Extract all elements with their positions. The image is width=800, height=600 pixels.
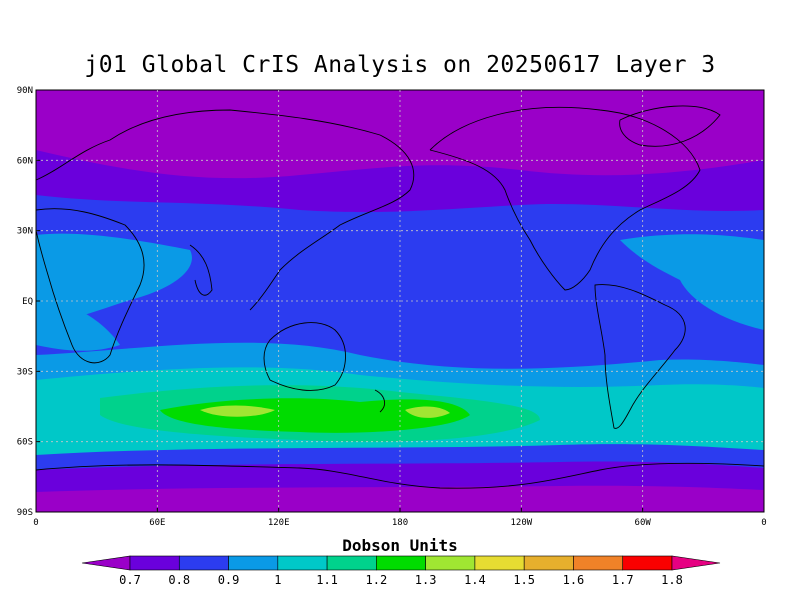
colorbar-title: Dobson Units	[342, 536, 458, 555]
colorbar: 0.7 0.8 0.9 1 1.1 1.2 1.3 1.4 1.5 1.6 1.7 1.8	[81, 555, 721, 587]
coast-australia	[263, 322, 346, 391]
colorbar-level-label: 1.7	[612, 573, 634, 587]
field-tropic-africa	[36, 233, 192, 330]
coast-namerica	[429, 107, 701, 291]
colorbar-swatch	[523, 555, 574, 571]
colorbar-swatch	[228, 555, 279, 571]
colorbar-level-label: 1.1	[316, 573, 338, 587]
coast-africa	[36, 208, 145, 364]
colorbar-swatch	[474, 555, 525, 571]
lat-label: EQ	[22, 297, 33, 307]
field-tropic-pacific-e	[620, 234, 764, 330]
colorbar-level-label: 1.5	[513, 573, 535, 587]
colorbar-level-label: 0.7	[119, 573, 141, 587]
colorbar-level-label: 1.4	[464, 573, 486, 587]
colorbar-min-arrow	[81, 555, 131, 571]
coast-nz	[374, 389, 386, 413]
colorbar-level-label: 0.8	[168, 573, 190, 587]
lat-label: 60N	[17, 156, 33, 166]
colorbar-level-label: 0.9	[218, 573, 240, 587]
coast-india	[189, 244, 213, 296]
coast-eurasia	[36, 109, 415, 311]
colorbar-swatch	[425, 555, 476, 571]
field-antarctic-3	[36, 485, 764, 512]
coast-samerica	[594, 284, 686, 429]
colorbar-swatch	[326, 555, 377, 571]
colorbar-level-label: 1	[274, 573, 281, 587]
lat-label: 90N	[17, 86, 33, 96]
coast-antarctica	[36, 462, 764, 489]
colorbar-level-label: 1.8	[661, 573, 683, 587]
colorbar-swatch	[622, 555, 673, 571]
gridlines	[36, 90, 764, 512]
colorbar-swatch	[277, 555, 328, 571]
lon-axis-labels: 0 60E 120E 180 120W 60W 0	[33, 508, 767, 528]
lon-label: 120E	[268, 518, 290, 528]
colorbar-max-arrow	[671, 555, 721, 571]
coastlines	[36, 105, 764, 489]
field-south-5b	[405, 406, 450, 418]
lat-axis-labels: 90N 60N 30N EQ 30S 60S 90S	[17, 86, 40, 518]
lon-label: 0	[33, 518, 38, 528]
colorbar-level-label: 1.6	[563, 573, 585, 587]
colorbar-swatch	[573, 555, 624, 571]
lat-label: 30S	[17, 367, 33, 377]
colorbar-level-label: 1.3	[415, 573, 437, 587]
map-title: j01 Global CrIS Analysis on 20250617 Lay…	[84, 52, 716, 78]
lat-label: 60S	[17, 438, 33, 448]
lat-label: 30N	[17, 227, 33, 237]
field-south-5a	[200, 405, 275, 417]
field-tropic-pacific-w	[36, 300, 120, 351]
colorbar-swatch	[376, 555, 426, 571]
lon-label: 120W	[510, 518, 532, 528]
colorbar-level-label: 1.2	[366, 573, 388, 587]
lon-label: 60W	[635, 518, 652, 528]
lat-label: 90S	[17, 508, 33, 518]
colorbar-swatch	[129, 555, 180, 571]
lon-label: 180	[392, 518, 408, 528]
lon-label: 0	[761, 518, 766, 528]
colorbar-swatch	[178, 555, 229, 571]
coast-greenland	[619, 105, 721, 147]
lon-label: 60E	[149, 518, 165, 528]
